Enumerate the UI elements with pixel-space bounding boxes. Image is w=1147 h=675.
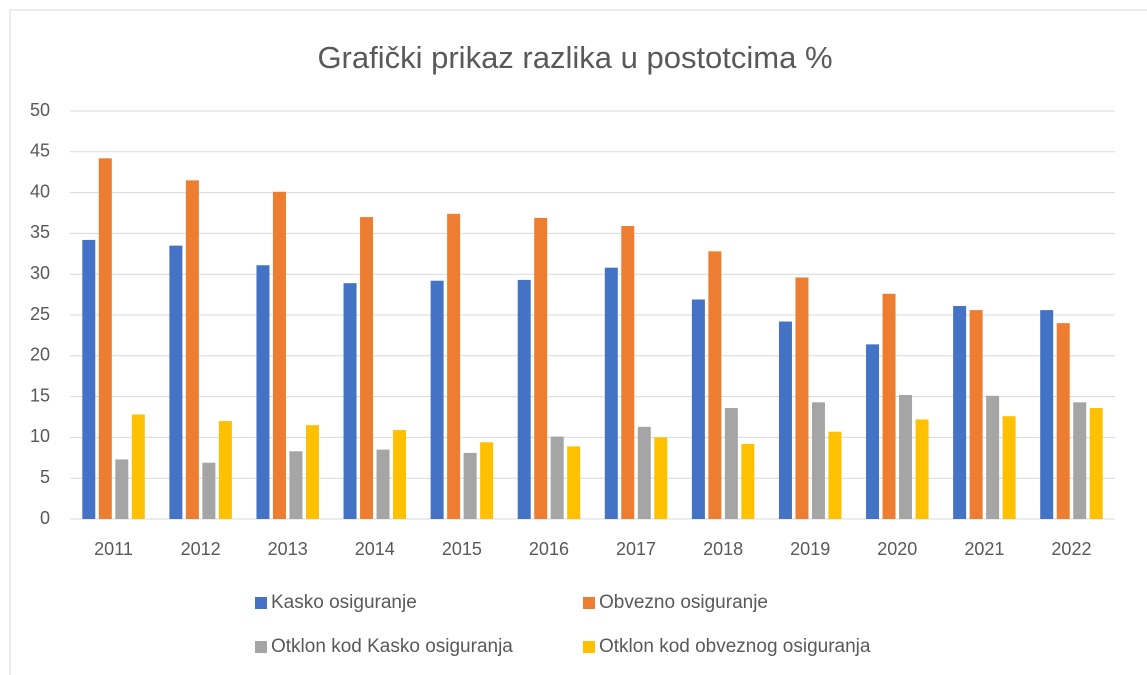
- bar: [953, 306, 967, 519]
- bar: [637, 426, 651, 519]
- legend-text: Otklon kod obveznog osiguranja: [599, 636, 871, 657]
- legend-swatch: [255, 597, 267, 609]
- bar: [82, 239, 96, 520]
- bar: [1073, 402, 1087, 519]
- x-tick-label: 2016: [529, 539, 569, 559]
- bar: [218, 421, 232, 519]
- bar: [115, 459, 129, 519]
- legend-text: Kasko osiguranje: [271, 592, 417, 613]
- bar: [534, 217, 548, 519]
- bar: [915, 419, 929, 519]
- bar: [969, 310, 983, 519]
- y-tick-label: 50: [30, 100, 50, 120]
- x-tick-label: 2013: [268, 539, 308, 559]
- y-tick-label: 15: [30, 385, 50, 405]
- bar: [289, 451, 303, 519]
- bar: [256, 265, 270, 519]
- bar: [185, 180, 199, 520]
- y-tick-label: 35: [30, 222, 50, 242]
- legend-swatch: [583, 641, 595, 653]
- x-tick-label: 2021: [964, 539, 1004, 559]
- y-tick-label: 5: [40, 467, 50, 487]
- bar: [393, 430, 407, 519]
- x-tick-label: 2014: [355, 539, 395, 559]
- x-tick-label: 2011: [94, 539, 133, 559]
- y-tick-label: 25: [30, 304, 50, 324]
- x-tick-label: 2012: [181, 539, 221, 559]
- bar: [567, 446, 581, 519]
- bar: [131, 414, 145, 519]
- bar: [654, 437, 668, 519]
- y-tick-label: 45: [30, 141, 50, 161]
- bar: [986, 395, 1000, 519]
- bar: [550, 436, 564, 519]
- x-tick-label: 2018: [703, 539, 743, 559]
- y-tick-label: 40: [30, 181, 50, 201]
- bar: [1089, 408, 1103, 519]
- bar: [811, 402, 825, 519]
- legend-text: Otklon kod Kasko osiguranja: [271, 636, 513, 657]
- bar: [1056, 323, 1070, 519]
- chart-frame: [9, 9, 1147, 675]
- bar: [463, 452, 477, 519]
- bar: [430, 280, 444, 519]
- bar: [202, 462, 216, 519]
- bar: [169, 245, 183, 519]
- bar: [98, 158, 112, 519]
- y-tick-label: 0: [40, 508, 50, 528]
- chart-title: Grafički prikaz razlika u postotcima %: [317, 40, 832, 75]
- bar: [795, 277, 809, 519]
- x-tick-label: 2022: [1051, 539, 1091, 559]
- bar: [691, 299, 705, 519]
- bar: [272, 191, 286, 519]
- bar: [866, 344, 880, 519]
- legend-swatch: [583, 597, 595, 609]
- bar: [724, 408, 738, 519]
- bar: [480, 442, 494, 519]
- y-tick-label: 10: [30, 426, 50, 446]
- legend-swatch: [255, 641, 267, 653]
- bar: [517, 279, 531, 519]
- bar: [882, 293, 896, 519]
- bar: [621, 226, 635, 519]
- bar: [778, 321, 792, 519]
- bar: [708, 251, 722, 520]
- legend-text: Obvezno osiguranje: [599, 592, 768, 613]
- bar: [343, 283, 357, 519]
- bar: [305, 425, 319, 519]
- y-tick-label: 30: [30, 263, 50, 283]
- x-tick-label: 2015: [442, 539, 482, 559]
- bar: [741, 443, 755, 519]
- bar: [828, 431, 842, 519]
- bar: [376, 449, 390, 519]
- y-tick-label: 20: [30, 345, 50, 365]
- bar: [447, 213, 461, 520]
- x-tick-label: 2019: [790, 539, 830, 559]
- bar: [899, 394, 913, 519]
- x-tick-label: 2020: [877, 539, 917, 559]
- bar: [1002, 416, 1016, 519]
- bar: [360, 217, 374, 519]
- bar: [604, 267, 618, 519]
- x-tick-label: 2017: [616, 539, 656, 559]
- bar: [1040, 310, 1054, 519]
